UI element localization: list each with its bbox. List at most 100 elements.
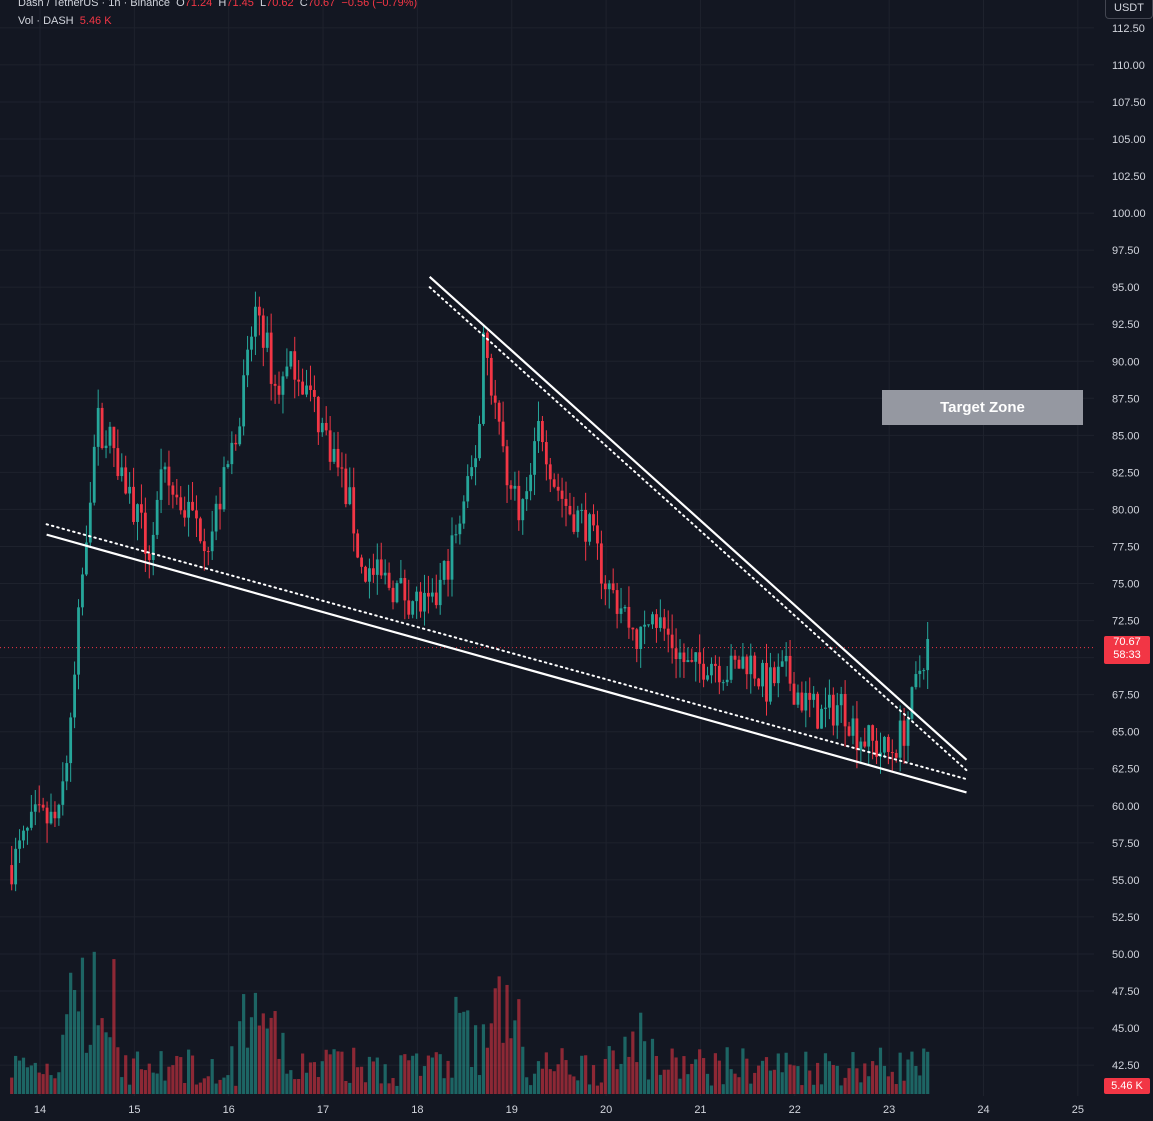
price-tick-label: 112.50: [1112, 23, 1145, 35]
candle-body: [635, 629, 639, 649]
candle-body: [214, 503, 218, 532]
price-tick-label: 57.50: [1112, 838, 1140, 850]
volume-bar: [242, 994, 246, 1094]
price-tick-label: 82.50: [1112, 467, 1140, 479]
volume-bar: [171, 1065, 175, 1094]
volume-bar: [100, 1018, 104, 1094]
volume-bar: [147, 1063, 151, 1094]
volume-bar: [418, 1075, 423, 1094]
trendline-solid: [46, 533, 967, 794]
price-tick-label: 62.50: [1112, 764, 1140, 776]
volume-bar: [725, 1047, 729, 1094]
price-tick-label: 67.50: [1112, 690, 1140, 702]
candle-body: [277, 385, 281, 395]
candle-body: [195, 510, 198, 519]
candle-body: [548, 464, 552, 480]
volume-bar: [497, 976, 501, 1094]
target-zone-box[interactable]: Target Zone: [882, 390, 1083, 425]
volume-bar: [442, 1078, 446, 1094]
volume-bar: [572, 1076, 576, 1094]
candle-body: [525, 491, 529, 500]
candle-body: [710, 663, 713, 676]
volume-bar: [757, 1065, 761, 1094]
volume-bar: [297, 1078, 301, 1094]
volume-bar: [525, 1077, 529, 1094]
price-tick-label: 110.00: [1112, 60, 1145, 72]
candle-body: [517, 485, 521, 521]
volume-bar: [371, 1061, 375, 1094]
candle-body: [914, 674, 918, 688]
volume-bar: [631, 1031, 635, 1094]
volume-bar: [222, 1077, 226, 1094]
price-tick-label: 52.50: [1112, 912, 1140, 924]
price-tick-label: 85.00: [1112, 430, 1140, 442]
candle-body: [112, 426, 116, 449]
candle-body: [336, 448, 340, 468]
volume-bar: [49, 1075, 53, 1094]
volume-bar: [851, 1052, 855, 1094]
volume-bar: [230, 1046, 234, 1094]
candle-body: [254, 306, 257, 337]
candle-body: [737, 659, 741, 669]
candle-body: [694, 652, 698, 662]
candle-body: [281, 376, 285, 395]
volume-bar: [183, 1082, 187, 1094]
volume-bar: [257, 1025, 261, 1094]
candle-body: [470, 467, 474, 477]
volume-bar: [367, 1056, 372, 1094]
volume-bar: [17, 1060, 22, 1094]
currency-unit-button[interactable]: USDT: [1105, 0, 1153, 19]
volume-bar: [808, 1070, 812, 1094]
candle-body: [18, 840, 21, 849]
candle-body: [580, 509, 584, 511]
volume-bar: [733, 1073, 737, 1094]
volume-label[interactable]: Vol · DASH: [18, 15, 74, 27]
volume-bar: [867, 1076, 871, 1094]
volume-bar: [210, 1059, 214, 1094]
candle-body: [285, 366, 289, 377]
candle-body: [835, 705, 839, 726]
volume-bar: [155, 1073, 159, 1094]
volume-bar: [411, 1055, 415, 1094]
candle-body: [831, 694, 835, 726]
volume-bar: [25, 1067, 30, 1094]
candle-body: [140, 504, 143, 513]
price-tick-label: 75.00: [1112, 579, 1140, 591]
volume-bar: [646, 1079, 651, 1094]
volume-bar: [686, 1074, 690, 1094]
candle-body: [918, 670, 922, 675]
candle-body: [234, 442, 238, 445]
volume-bar: [336, 1051, 340, 1094]
volume-bar: [131, 1058, 136, 1094]
time-tick-label: 15: [128, 1104, 140, 1116]
candle-body: [22, 830, 25, 841]
candle-body: [521, 499, 525, 521]
ohlc-legend: Dash / TetherUS · 1h · Binance O71.24 H7…: [18, 0, 417, 9]
volume-bar: [481, 1024, 486, 1094]
volume-bar: [470, 1067, 474, 1094]
trendline-solid: [428, 275, 968, 761]
candle-body: [745, 656, 749, 675]
volume-bar: [591, 1065, 596, 1094]
candle-body: [729, 655, 733, 680]
volume-bar: [745, 1058, 749, 1094]
volume-bar: [120, 1077, 124, 1094]
time-tick-label: 22: [789, 1104, 801, 1116]
volume-bar: [855, 1068, 859, 1094]
candle-body: [191, 501, 194, 511]
volume-bar: [521, 1046, 525, 1094]
candle-countdown: 58:33: [1113, 649, 1141, 661]
candle-body: [375, 559, 379, 575]
volume-bar: [328, 1054, 332, 1094]
symbol-title[interactable]: Dash / TetherUS · 1h · Binance: [18, 0, 171, 9]
candle-body: [568, 505, 572, 515]
candle-body: [651, 614, 654, 625]
candle-body: [902, 720, 906, 746]
volume-bar: [839, 1085, 843, 1094]
volume-bar: [906, 1059, 910, 1094]
volume-bar: [234, 1085, 238, 1094]
price-axis-bg: [1094, 0, 1153, 1121]
candle-body: [407, 600, 411, 615]
candle-body: [599, 543, 603, 584]
